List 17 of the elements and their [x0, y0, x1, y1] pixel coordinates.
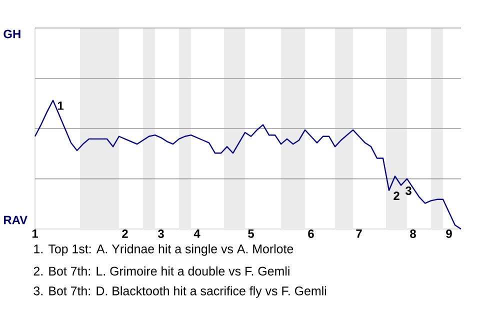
text: 3: [405, 186, 412, 195]
x-tick-label: 7: [356, 230, 362, 238]
x-tick-label: 2: [122, 230, 128, 238]
x-tick-label: 5: [248, 230, 254, 238]
text: 1. Top 1st: A. Yridnae hit a single vs A. Morlote: [34, 244, 294, 256]
x-tick-label: 3: [158, 230, 164, 238]
text: 2. Bot 7th: L. Grimoire hit a double vs F. Gemli: [34, 266, 290, 276]
text: GH: [4, 30, 20, 38]
x-tick-label: 4: [194, 230, 200, 238]
text: RAV: [4, 216, 28, 224]
x-tick-label: 6: [308, 230, 314, 238]
x-tick-label: 9: [446, 230, 452, 238]
x-tick-label: 8: [410, 230, 416, 238]
text: 1: [58, 102, 64, 110]
text: 2: [394, 192, 400, 200]
text: 3. Bot 7th: D. Blacktooth hit a sacrifice fly vs F. Gemli: [34, 286, 326, 298]
x-tick-label: 1: [32, 230, 38, 238]
